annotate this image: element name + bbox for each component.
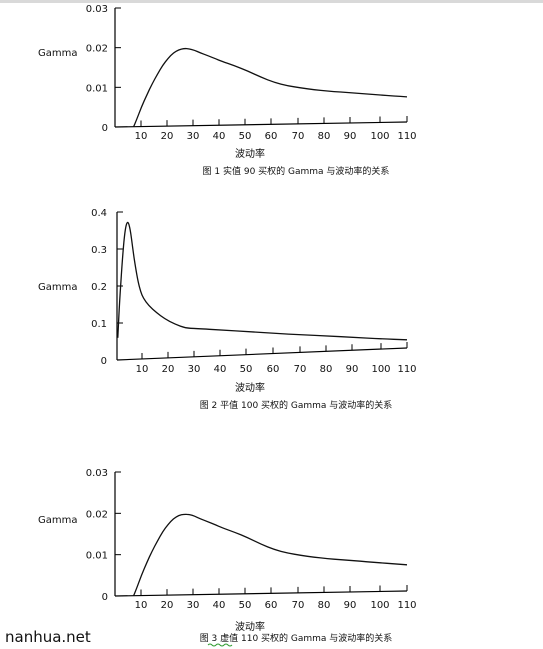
watermark: nanhua.net	[5, 628, 91, 646]
chart-2-y-tick-label: 0.1	[91, 319, 107, 330]
chart-3-x-tick-label: 20	[161, 600, 174, 611]
chart-1-y-tick-label: 0.01	[86, 83, 108, 94]
chart-2-x-tick-label: 30	[188, 364, 201, 375]
top-border	[0, 0, 543, 3]
chart-3-caption: 图 3 虚值 110 买权的 Gamma 与波动率的关系	[200, 632, 393, 644]
chart-2-y-tick-label: 0.3	[91, 245, 107, 256]
chart-2-x-tick-label: 90	[346, 364, 359, 375]
chart-2-y-axis-title: Gamma	[38, 282, 78, 293]
chart-3-x-tick-label: 70	[292, 600, 305, 611]
chart-3-y-tick-label: 0	[102, 592, 108, 603]
chart-2-x-tick-label: 110	[397, 364, 416, 375]
chart-1-x-tick-label: 50	[239, 131, 252, 142]
chart-3-x-tick-label: 40	[213, 600, 226, 611]
chart-2-x-tick-label: 40	[214, 364, 227, 375]
chart-2-x-tick-label: 100	[371, 364, 390, 375]
chart-2-x-tick-label: 10	[136, 364, 149, 375]
chart-3-x-axis-title: 波动率	[235, 620, 265, 633]
chart-3-x-tick-label: 10	[135, 600, 148, 611]
chart-2-x-tick-label: 70	[294, 364, 307, 375]
chart-2-x-tick-label: 60	[267, 364, 280, 375]
chart-1-x-tick-label: 40	[213, 131, 226, 142]
chart-2-caption: 图 2 平值 100 买权的 Gamma 与波动率的关系	[200, 399, 393, 411]
chart-3-x-tick-label: 80	[318, 600, 331, 611]
chart-1-y-tick-label: 0	[102, 123, 108, 134]
chart-1-x-tick-label: 70	[292, 131, 305, 142]
chart-1-y-tick-label: 0.02	[86, 44, 108, 55]
chart-1-caption: 图 1 实值 90 买权的 Gamma 与波动率的关系	[203, 165, 390, 177]
chart-1-x-axis-title: 波动率	[235, 147, 265, 160]
chart-1-x-tick-label: 80	[318, 131, 331, 142]
chart-3-y-tick-label: 0.02	[86, 509, 108, 520]
chart-3-x-tick-label: 50	[239, 600, 252, 611]
chart-3-x-tick-label: 90	[344, 600, 357, 611]
chart-2-y-tick-label: 0	[101, 356, 107, 367]
chart-2-series-line	[117, 221, 408, 341]
chart-3-x-tick-label: 100	[370, 600, 389, 611]
chart-3-y-tick-label: 0.01	[86, 551, 108, 562]
chart-1-x-tick-label: 30	[187, 131, 200, 142]
chart-1-x-tick-label: 20	[161, 131, 174, 142]
chart-1-x-tick-label: 10	[135, 131, 148, 142]
chart-3-y-tick-label: 0.03	[86, 468, 108, 479]
chart-1-x-tick-label: 60	[265, 131, 278, 142]
chart-3-series-line	[133, 513, 408, 596]
chart-3-x-tick-label: 30	[187, 600, 200, 611]
chart-2-x-axis-title: 波动率	[235, 381, 265, 394]
chart-1-series-line	[133, 47, 408, 127]
chart-3-x-axis	[114, 590, 408, 597]
chart-2-x-tick-label: 50	[240, 364, 253, 375]
chart-1-y-tick-label: 0.03	[86, 4, 108, 15]
chart-3-x-tick-label: 110	[397, 600, 416, 611]
chart-2-x-axis	[116, 347, 408, 361]
chart-1-x-axis	[114, 121, 408, 128]
chart-3-x-tick-label: 60	[265, 600, 278, 611]
chart-1-x-tick-label: 110	[397, 131, 416, 142]
chart-2-y-tick-label: 0.2	[91, 282, 107, 293]
spellcheck-underline	[207, 643, 233, 647]
chart-1-y-axis-title: Gamma	[38, 48, 78, 59]
chart-1-x-tick-label: 100	[370, 131, 389, 142]
chart-2-x-tick-label: 80	[320, 364, 333, 375]
chart-1-x-tick-label: 90	[344, 131, 357, 142]
chart-2-y-tick-label: 0.4	[91, 208, 107, 219]
chart-3-y-axis-title: Gamma	[38, 515, 78, 526]
chart-2-x-tick-label: 20	[162, 364, 175, 375]
